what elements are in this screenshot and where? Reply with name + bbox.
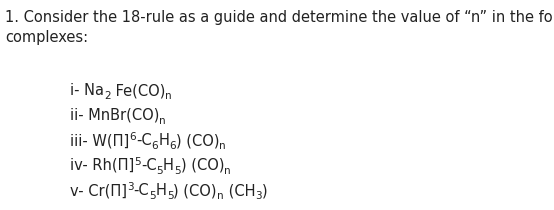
Text: 5: 5	[174, 166, 181, 176]
Text: 5: 5	[167, 191, 173, 201]
Text: iv- Rh(Π]: iv- Rh(Π]	[70, 158, 134, 173]
Text: -C: -C	[136, 133, 151, 148]
Text: -C: -C	[134, 183, 149, 198]
Text: n: n	[224, 166, 231, 176]
Text: n: n	[160, 116, 166, 126]
Text: 6: 6	[169, 141, 176, 151]
Text: 3: 3	[255, 191, 261, 201]
Text: (CH: (CH	[223, 183, 255, 198]
Text: ) (CO): ) (CO)	[173, 183, 217, 198]
Text: ii- MnBr(CO): ii- MnBr(CO)	[70, 108, 160, 123]
Text: -C: -C	[141, 158, 156, 173]
Text: complexes:: complexes:	[5, 30, 88, 45]
Text: iii- W(Π]: iii- W(Π]	[70, 133, 129, 148]
Text: ) (CO): ) (CO)	[181, 158, 224, 173]
Text: 5: 5	[156, 166, 163, 176]
Text: 2: 2	[104, 91, 111, 101]
Text: ) (CO): ) (CO)	[176, 133, 219, 148]
Text: v- Cr(Π]: v- Cr(Π]	[70, 183, 127, 198]
Text: H: H	[156, 183, 167, 198]
Text: 1. Consider the 18-rule as a guide and determine the value of “n” in the followi: 1. Consider the 18-rule as a guide and d…	[5, 10, 554, 25]
Text: 3: 3	[127, 182, 134, 192]
Text: Fe(CO): Fe(CO)	[111, 83, 165, 98]
Text: 5: 5	[134, 157, 141, 167]
Text: i- Na: i- Na	[70, 83, 104, 98]
Text: H: H	[158, 133, 169, 148]
Text: H: H	[163, 158, 174, 173]
Text: n: n	[219, 141, 225, 151]
Text: 5: 5	[149, 191, 156, 201]
Text: n: n	[165, 91, 172, 101]
Text: n: n	[217, 191, 223, 201]
Text: ): )	[261, 183, 267, 198]
Text: 6: 6	[129, 132, 136, 142]
Text: 6: 6	[151, 141, 158, 151]
